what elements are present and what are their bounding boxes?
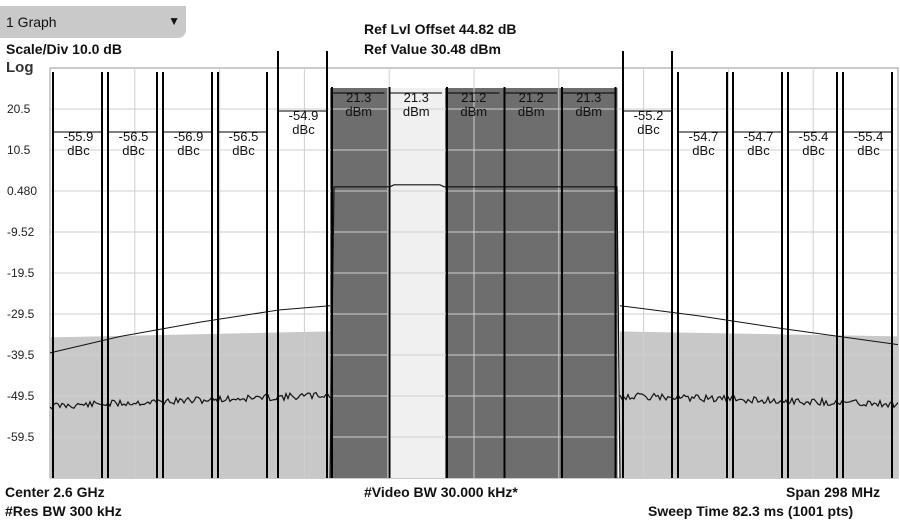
max-hold-trace-right — [619, 305, 899, 346]
carrier-block — [330, 88, 388, 478]
y-tick-label: 0.480 — [7, 184, 37, 198]
y-tick-label: -49.5 — [7, 389, 35, 403]
y-tick-label: -39.5 — [7, 348, 35, 362]
offset-annotation-left-value: -56.5 — [119, 129, 149, 144]
offset-annotation-right-value: -54.7 — [744, 129, 774, 144]
mask-region-left — [50, 331, 330, 478]
offset-annotation-left-value: -54.9 — [289, 108, 319, 123]
carrier-trace — [329, 184, 621, 479]
scale-per-div: Scale/Div 10.0 dB — [6, 41, 122, 57]
carrier-annotation-unit: dBm — [518, 104, 545, 119]
offset-annotation-left-unit: dBc — [67, 143, 90, 158]
offset-annotation-left-value: -55.9 — [64, 129, 94, 144]
y-tick-label: -59.5 — [7, 430, 35, 444]
carrier-annotation-unit: dBm — [345, 104, 372, 119]
carrier-annotation-value: 21.2 — [519, 90, 544, 105]
span-frequency: Span 298 MHz — [786, 484, 881, 500]
resolution-bandwidth: #Res BW 300 kHz — [5, 503, 122, 519]
graph-select-dropdown[interactable]: 1 Graph ▼ — [0, 6, 186, 38]
carrier-block — [387, 88, 445, 478]
offset-annotation-right-value: -54.7 — [689, 129, 719, 144]
max-hold-trace-left — [49, 305, 331, 354]
y-tick-label: -19.5 — [7, 266, 35, 280]
carrier-annotation-unit: dBm — [460, 104, 487, 119]
offset-annotation-right-unit: dBc — [692, 143, 715, 158]
log-scale-label: Log — [6, 59, 34, 76]
y-tick-label: -9.52 — [7, 225, 35, 239]
offset-annotation-right-value: -55.2 — [634, 108, 664, 123]
offset-annotation-left-value: -56.9 — [174, 129, 204, 144]
carrier-annotation-value: 21.3 — [404, 90, 429, 105]
offset-annotation-left-unit: dBc — [122, 143, 145, 158]
offset-annotation-left-unit: dBc — [177, 143, 200, 158]
offset-annotation-right-value: -55.4 — [854, 129, 884, 144]
carrier-annotation-unit: dBm — [575, 104, 602, 119]
graph-select-label: 1 Graph — [6, 14, 57, 30]
ref-value: Ref Value 30.48 dBm — [364, 41, 501, 57]
offset-annotation-left-value: -56.5 — [229, 129, 259, 144]
offset-annotation-right-unit: dBc — [747, 143, 770, 158]
video-bandwidth: #Video BW 30.000 kHz* — [364, 484, 518, 500]
chevron-down-icon[interactable]: ▼ — [168, 14, 180, 28]
carrier-annotation-value: 21.3 — [346, 90, 371, 105]
carrier-annotation-value: 21.2 — [461, 90, 486, 105]
noise-trace-right — [619, 392, 899, 409]
carrier-annotation-value: 21.3 — [576, 90, 601, 105]
offset-annotation-right-value: -55.4 — [799, 129, 829, 144]
ref-level-offset: Ref Lvl Offset 44.82 dB — [364, 21, 517, 37]
offset-annotation-right-unit: dBc — [802, 143, 825, 158]
sweep-time: Sweep Time 82.3 ms (1001 pts) — [648, 503, 854, 519]
carrier-block — [502, 88, 560, 478]
noise-trace-left — [49, 391, 331, 410]
offset-annotation-left-unit: dBc — [292, 122, 315, 137]
y-tick-label: 10.5 — [7, 143, 31, 157]
carrier-block — [560, 88, 618, 478]
y-tick-label: 20.5 — [7, 102, 31, 116]
carrier-annotation-unit: dBm — [403, 104, 430, 119]
offset-annotation-right-unit: dBc — [857, 143, 880, 158]
center-frequency: Center 2.6 GHz — [5, 484, 105, 500]
offset-annotation-left-unit: dBc — [232, 143, 255, 158]
offset-annotation-right-unit: dBc — [637, 122, 660, 137]
mask-region-right — [620, 331, 898, 478]
y-tick-label: -29.5 — [7, 307, 35, 321]
